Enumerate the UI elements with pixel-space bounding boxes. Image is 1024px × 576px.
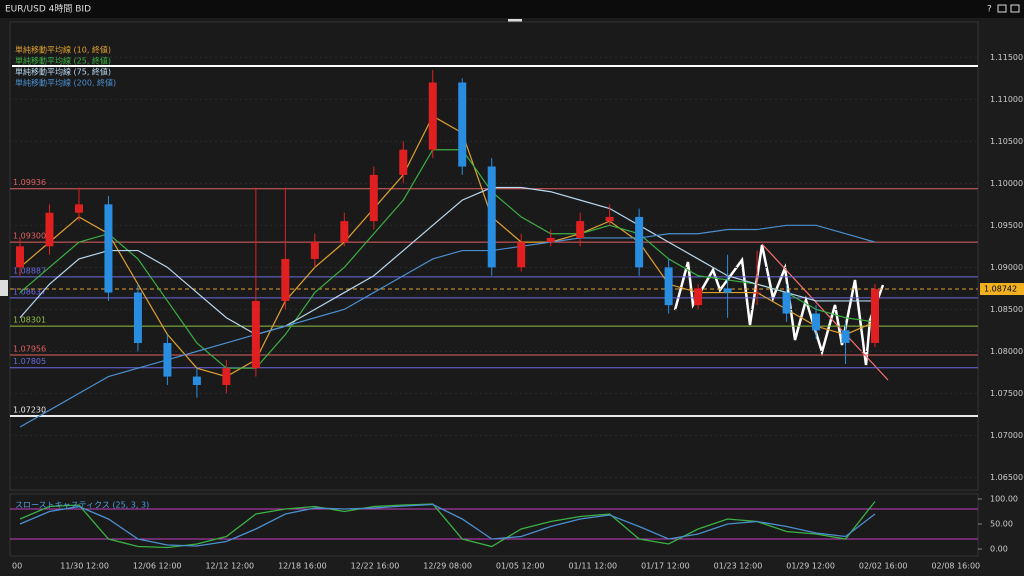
price-tag [980, 283, 1024, 296]
candle-body [458, 82, 467, 167]
candle-body [399, 149, 408, 175]
candle-body [694, 288, 703, 306]
title-bar [0, 0, 1024, 18]
candle-body [281, 258, 290, 301]
y-tick-label: 1.07500 [990, 389, 1023, 398]
candle-body [812, 313, 821, 331]
moving-average [19, 186, 875, 336]
y-tick-label: 1.11000 [990, 95, 1023, 104]
legend-entry: 単純移動平均線 (25, 終値) [15, 56, 111, 66]
candle-body [310, 242, 319, 259]
y-tick-label: 1.09500 [990, 221, 1023, 230]
moving-average [19, 115, 876, 378]
y-tick-label: 1.09000 [990, 263, 1023, 272]
y-tick-label: 1.06500 [990, 473, 1023, 482]
x-tick-label: 12/12 12:00 [205, 562, 254, 571]
candle-body [782, 292, 791, 314]
x-tick-label: 01/11 12:00 [568, 562, 617, 571]
candle-body [723, 288, 732, 293]
candle-body [340, 221, 349, 243]
moving-average [19, 224, 876, 428]
y-tick-label: 1.10500 [990, 137, 1023, 146]
candle-body [369, 174, 378, 222]
stochastic-line [19, 501, 876, 549]
candle-body [517, 242, 526, 268]
legend-entry: 単純移動平均線 (200, 終値) [15, 78, 116, 88]
candle-body [841, 330, 850, 343]
x-tick-label: 11/30 12:00 [60, 562, 109, 571]
window-title: EUR/USD 4時間 BID [5, 4, 91, 15]
y-tick-label: 1.08500 [990, 305, 1023, 314]
candle-body [74, 204, 83, 213]
candle-body [45, 212, 54, 247]
candle-body [251, 300, 260, 369]
stochastic-line [19, 503, 876, 547]
y-tick-label: 1.10000 [990, 179, 1023, 188]
candle-body [635, 216, 644, 268]
y-tick-label: 1.08000 [990, 347, 1023, 356]
y-tick-label: 50.00 [990, 520, 1013, 529]
legend-entry: 単純移動平均線 (75, 終値) [15, 67, 111, 77]
level-label: 1.08637 [13, 287, 46, 296]
x-tick-label: 01/23 12:00 [714, 562, 763, 571]
x-tick-label: 00 [12, 562, 22, 571]
candle-body [753, 292, 762, 294]
candle-body [428, 82, 437, 150]
x-tick-label: 02/08 16:00 [931, 562, 980, 571]
x-tick-label: 01/17 12:00 [641, 562, 690, 571]
x-tick-label: 01/05 12:00 [496, 562, 545, 571]
level-label: 1.09936 [13, 178, 46, 187]
level-label: 1.08887 [13, 266, 46, 275]
candle-body [222, 368, 231, 385]
x-tick-label: 12/22 16:00 [351, 562, 400, 571]
stochastic-title: スローストキャスティクス (25, 3, 3) [15, 501, 149, 510]
candle-body [546, 237, 555, 243]
candle-body [576, 221, 585, 238]
y-tick-label: 0.00 [990, 545, 1008, 554]
candle-body [192, 376, 201, 385]
legend-entry: 単純移動平均線 (10, 終値) [15, 45, 111, 55]
candle-body [104, 204, 113, 293]
candle-body [487, 166, 496, 268]
x-tick-label: 02/02 16:00 [859, 562, 908, 571]
price-label: 1.08742 [984, 285, 1017, 294]
side-toggle[interactable] [0, 280, 8, 296]
candle-body [163, 342, 172, 377]
candle-body [664, 267, 673, 306]
level-label: 1.09300 [13, 232, 46, 241]
candle-body [871, 289, 879, 343]
candle-body [133, 292, 142, 343]
level-label: 1.07956 [13, 345, 46, 354]
y-tick-label: 100.00 [990, 495, 1018, 504]
candle-body [16, 246, 24, 268]
y-tick-label: 1.11500 [990, 53, 1023, 62]
moving-average [19, 149, 876, 369]
help-button[interactable]: ? [987, 5, 992, 15]
y-tick-label: 1.07000 [990, 431, 1023, 440]
level-label: 1.07805 [13, 357, 46, 366]
x-tick-label: 12/29 08:00 [423, 562, 472, 571]
maximize-button[interactable] [997, 4, 1007, 13]
level-label: 1.08301 [13, 316, 46, 325]
close-button[interactable] [1010, 4, 1020, 13]
level-label: 1.07230 [13, 406, 46, 415]
x-tick-label: 12/18 16:00 [278, 562, 327, 571]
candle-body [605, 216, 614, 222]
x-tick-label: 12/06 12:00 [133, 562, 182, 571]
x-tick-label: 01/29 12:00 [786, 562, 835, 571]
